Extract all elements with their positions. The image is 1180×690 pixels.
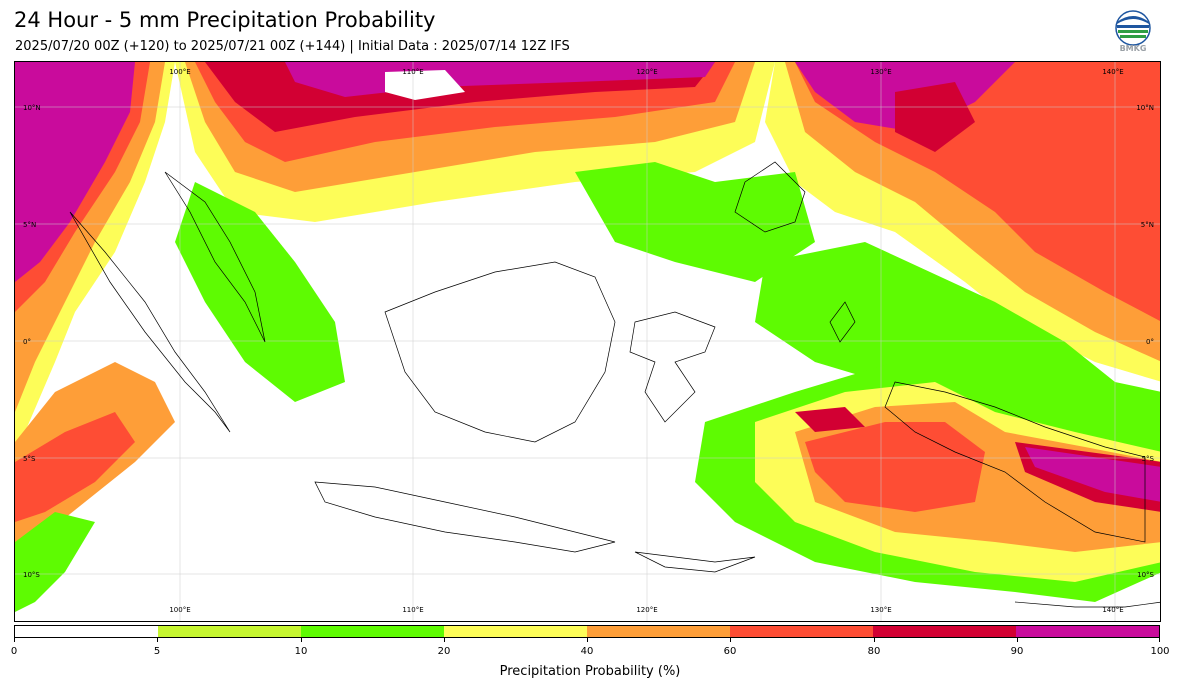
- lon-label-bottom: 110°E: [402, 606, 423, 614]
- lat-label-right: 5°N: [1141, 221, 1154, 229]
- colorbar-segment: [444, 626, 587, 637]
- colorbar-tick-label: 90: [1010, 646, 1024, 657]
- lat-label-left: 5°S: [23, 455, 36, 463]
- bmkg-logo: [1115, 10, 1151, 46]
- colorbar-tick-label: 40: [580, 646, 594, 657]
- map-svg: 100°E 110°E 120°E 130°E 140°E 100°E 110°…: [15, 62, 1160, 621]
- axis-labels: 100°E 110°E 120°E 130°E 140°E 100°E 110°…: [23, 68, 1155, 614]
- lon-label-top: 130°E: [870, 68, 891, 76]
- colorbar-segment: [730, 626, 873, 637]
- lon-label-top: 140°E: [1102, 68, 1123, 76]
- chart-title: 24 Hour - 5 mm Precipitation Probability: [14, 8, 436, 32]
- precipitation-map: 100°E 110°E 120°E 130°E 140°E 100°E 110°…: [14, 61, 1161, 622]
- colorbar-tick: [157, 638, 158, 642]
- lon-label-top: 110°E: [402, 68, 423, 76]
- colorbar-segment: [15, 626, 158, 637]
- colorbar-tick: [1159, 638, 1160, 642]
- colorbar-segment: [1016, 626, 1159, 637]
- colorbar-tick: [301, 638, 302, 642]
- coastlines: [69, 161, 1160, 608]
- colorbar-tick-label: 60: [723, 646, 737, 657]
- colorbar-segment: [301, 626, 444, 637]
- lat-label-left: 10°S: [23, 571, 40, 579]
- colorbar-tick: [874, 638, 875, 642]
- colorbar-tick-label: 20: [437, 646, 451, 657]
- colorbar-tick-label: 100: [1150, 646, 1170, 657]
- colorbar-tick: [730, 638, 731, 642]
- colorbar-ticks: 0 5 10 20 40 60 80 90 100: [10, 638, 1170, 658]
- lon-label-bottom: 100°E: [169, 606, 190, 614]
- colorbar-tick-label: 5: [153, 646, 161, 657]
- lon-label-top: 120°E: [636, 68, 657, 76]
- colorbar-tick-label: 10: [294, 646, 308, 657]
- lon-label-bottom: 130°E: [870, 606, 891, 614]
- colorbar-tick-label: 0: [10, 646, 18, 657]
- logo-text: BMKG: [1119, 44, 1147, 53]
- colorbar: [14, 625, 1160, 638]
- colorbar-segment: [873, 626, 1016, 637]
- lon-label-top: 100°E: [169, 68, 190, 76]
- colorbar-tick: [14, 638, 15, 642]
- lat-label-right: 10°N: [1136, 104, 1154, 112]
- lat-label-right: 10°S: [1137, 571, 1154, 579]
- colorbar-tick: [587, 638, 588, 642]
- chart-subtitle: 2025/07/20 00Z (+120) to 2025/07/21 00Z …: [15, 39, 570, 54]
- lat-label-left: 5°N: [23, 221, 36, 229]
- lat-label-right: 0°: [1146, 338, 1154, 346]
- lat-label-right: 5°S: [1142, 455, 1155, 463]
- colorbar-segment: [587, 626, 730, 637]
- colorbar-tick-label: 80: [867, 646, 881, 657]
- colorbar-label: Precipitation Probability (%): [499, 664, 681, 679]
- lon-label-bottom: 120°E: [636, 606, 657, 614]
- lon-label-bottom: 140°E: [1102, 606, 1123, 614]
- colorbar-segment: [158, 626, 301, 637]
- precip-field: [15, 62, 1160, 612]
- colorbar-tick: [444, 638, 445, 642]
- lat-label-left: 10°N: [23, 104, 41, 112]
- colorbar-tick: [1017, 638, 1018, 642]
- lat-label-left: 0°: [23, 338, 31, 346]
